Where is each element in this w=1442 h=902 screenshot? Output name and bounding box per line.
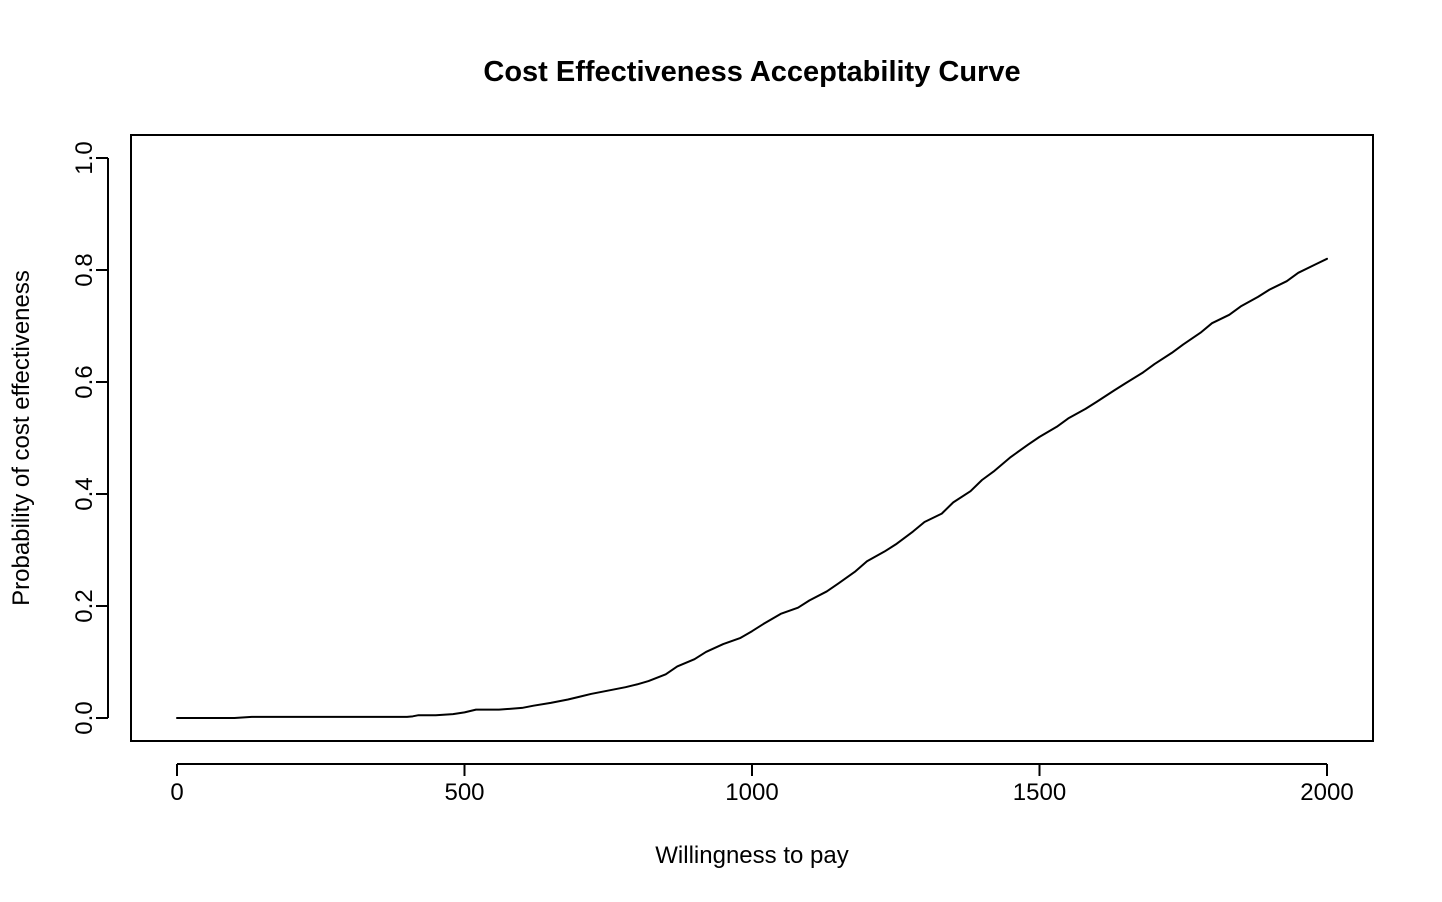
x-tick-label: 500 xyxy=(444,779,484,806)
y-tick-label: 0.0 xyxy=(71,701,98,734)
chart-title: Cost Effectiveness Acceptability Curve xyxy=(483,56,1020,88)
y-tick-label: 1.0 xyxy=(71,141,98,174)
y-axis: 0.0 0.2 0.4 0.6 0.8 1.0 xyxy=(71,141,109,735)
y-tick-label: 0.6 xyxy=(71,365,98,398)
series-group xyxy=(176,257,1328,719)
y-tick-label: 0.4 xyxy=(71,477,98,510)
plot-frame xyxy=(130,134,1374,742)
x-axis: 0 500 1000 1500 2000 xyxy=(170,763,1354,806)
x-tick-label: 2000 xyxy=(1300,779,1353,806)
y-axis-label: Probability of cost effectiveness xyxy=(8,270,35,606)
y-tick-label: 0.8 xyxy=(71,253,98,286)
y-tick-label: 0.2 xyxy=(71,589,98,622)
x-tick-label: 0 xyxy=(170,779,183,806)
x-tick-label: 1500 xyxy=(1013,779,1066,806)
ceac-curve xyxy=(176,257,1328,719)
x-tick-label: 1000 xyxy=(725,779,778,806)
x-axis-label: Willingness to pay xyxy=(655,842,848,869)
